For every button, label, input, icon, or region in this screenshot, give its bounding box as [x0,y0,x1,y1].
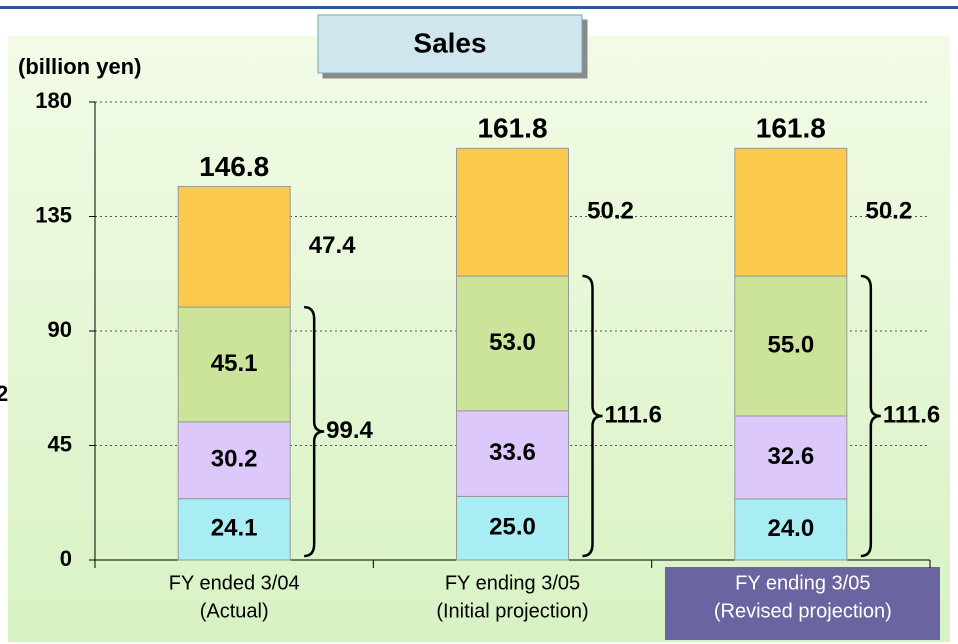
data-label: 30.2 [211,446,258,473]
x-tick-label: FY ending 3/05 [445,572,580,594]
title-box [317,14,583,74]
bar-segment [734,147,848,277]
data-label: 25.0 [489,514,536,541]
bar-segment [177,185,291,308]
y-axis-label: (billion yen) [18,54,141,79]
subtotal-label: 99.4 [326,417,373,444]
data-label: 33.6 [489,439,536,466]
y-tick-label: 0 [60,546,72,571]
x-tick-label: FY ended 3/04 [169,572,300,594]
x-tick-label: (Revised projection) [714,600,892,622]
data-label: 24.0 [767,515,814,542]
chart-title: Sales [413,27,486,58]
bar-segment [734,415,848,500]
total-label: 146.8 [199,151,269,182]
subtotal-label: 111.6 [605,401,662,428]
x-tick-label: (Initial projection) [436,600,588,622]
bar-segment [177,421,291,500]
data-label: 47.4 [309,232,356,259]
bar-segment [734,275,848,417]
data-label: 53.0 [489,329,536,356]
data-label: 45.1 [211,350,258,377]
brace [860,274,881,558]
y-tick-label: 45 [48,431,72,456]
brace [582,274,603,558]
bar-segment [456,275,569,412]
x-tick-label: (Actual) [200,600,269,622]
data-label: 32.6 [767,443,814,470]
bar-segment [734,498,848,561]
fragment-text: 2 [0,381,8,406]
data-label: 24.1 [211,515,258,542]
data-label: 50.2 [587,198,634,225]
y-tick-label: 90 [48,317,72,342]
data-label: 55.0 [767,331,814,358]
bar-segment [456,495,569,561]
subtotal-label: 111.6 [883,401,940,428]
top-rule [0,6,958,9]
total-label: 161.8 [477,113,547,144]
y-tick-label: 135 [35,202,72,227]
bar-segment [177,306,291,423]
data-label: 50.2 [865,198,912,225]
bar-segment [456,147,569,277]
total-label: 161.8 [756,113,826,144]
x-tick-label: FY ending 3/05 [735,572,870,594]
highlight-box [665,567,940,640]
bar-segment [177,498,291,561]
y-tick-label: 180 [35,88,72,113]
